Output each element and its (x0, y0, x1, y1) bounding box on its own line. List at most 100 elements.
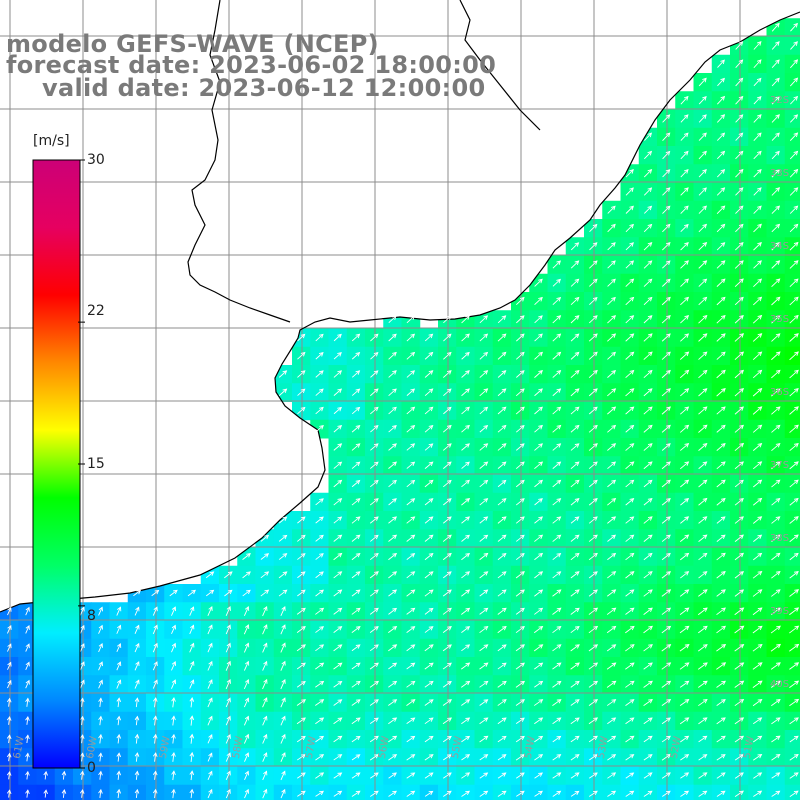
wind-arrow (315, 534, 324, 542)
wind-cell (784, 693, 800, 713)
wind-arrow (698, 205, 707, 214)
wind-arrow (716, 717, 726, 725)
wind-arrow (662, 242, 671, 251)
wind-arrow (752, 369, 763, 379)
wind-arrow (734, 424, 744, 433)
wind-arrow (461, 406, 470, 415)
wind-arrow (207, 606, 213, 617)
wind-arrow (734, 589, 745, 597)
wind-arrow (771, 772, 781, 779)
wind-arrow (753, 114, 762, 123)
wind-arrow (771, 698, 781, 707)
wind-arrow (753, 278, 763, 287)
wind-arrow (461, 479, 470, 488)
wind-arrow (770, 625, 781, 634)
wind-arrow (643, 644, 653, 652)
wind-arrow (789, 314, 799, 324)
wind-arrow (753, 205, 762, 214)
wind-arrow (242, 571, 251, 579)
wind-arrow (770, 607, 781, 616)
wind-arrow (661, 498, 671, 506)
wind-arrow (515, 626, 525, 634)
wind-arrow (479, 534, 489, 542)
wind-arrow (152, 606, 158, 616)
wind-arrow (207, 624, 213, 635)
wind-arrow (533, 699, 544, 706)
wind-arrow (625, 296, 635, 306)
wind-arrow (79, 752, 85, 762)
wind-arrow (25, 770, 30, 780)
wind-cell (748, 784, 767, 800)
wind-arrow (770, 643, 781, 652)
wind-arrow (735, 132, 744, 141)
wind-arrow (515, 516, 525, 524)
colorbar-unit: [m/s] (33, 133, 70, 149)
wind-arrow (716, 333, 726, 342)
wind-cell (784, 419, 800, 439)
wind-arrow (61, 789, 67, 798)
wind-arrow (789, 461, 799, 470)
wind-arrow (442, 424, 452, 433)
wind-arrow (171, 788, 176, 799)
wind-arrow (116, 624, 122, 634)
wind-arrow (625, 644, 635, 652)
wind-arrow (552, 644, 562, 652)
wind-arrow (771, 442, 781, 452)
wind-arrow (116, 697, 122, 708)
wind-arrow (698, 625, 708, 634)
latitude-label: 36S (770, 387, 790, 398)
wind-arrow (260, 571, 270, 579)
wind-arrow (406, 790, 416, 797)
wind-arrow (262, 642, 268, 653)
wind-arrow (753, 95, 762, 105)
wind-arrow (698, 772, 708, 779)
wind-arrow (497, 443, 507, 451)
wind-arrow (552, 479, 562, 488)
wind-arrow (461, 388, 470, 397)
wind-arrow (752, 406, 763, 415)
wind-arrow (534, 406, 543, 415)
wind-cell (784, 146, 800, 165)
wind-arrow (734, 351, 745, 361)
wind-arrow (771, 205, 781, 214)
wind-arrow (333, 735, 343, 743)
wind-arrow (698, 241, 708, 251)
wind-arrow (716, 187, 726, 196)
wind-arrow (679, 424, 690, 433)
wind-arrow (625, 735, 635, 743)
wind-arrow (534, 680, 544, 688)
wind-arrow (351, 790, 361, 797)
wind-arrow (789, 698, 800, 707)
latitude-label: 38S (770, 533, 790, 544)
colorbar (32, 159, 85, 769)
wind-arrow (698, 314, 708, 324)
wind-arrow (570, 534, 580, 542)
wind-arrow (716, 388, 726, 397)
wind-cell (784, 292, 800, 311)
wind-arrow (370, 534, 379, 542)
wind-cell (529, 784, 548, 800)
wind-arrow (370, 790, 379, 797)
wind-arrow (734, 369, 745, 379)
wind-arrow (442, 662, 452, 670)
wind-arrow (406, 699, 416, 706)
wind-arrow (534, 571, 544, 579)
wind-arrow (497, 333, 507, 342)
wind-arrow (789, 260, 799, 269)
wind-arrow (570, 424, 580, 433)
wind-arrow (753, 59, 762, 69)
wind-arrow (497, 479, 507, 488)
wind-arrow (680, 205, 689, 214)
wind-arrow (152, 788, 158, 799)
wind-arrow (771, 278, 781, 288)
wind-arrow (515, 680, 526, 688)
wind-arrow (643, 242, 653, 251)
wind-arrow (207, 734, 213, 744)
wind-arrow (479, 461, 489, 469)
wind-arrow (643, 333, 653, 342)
wind-arrow (552, 498, 562, 506)
wind-arrow (388, 589, 398, 597)
wind-cell (784, 200, 800, 220)
